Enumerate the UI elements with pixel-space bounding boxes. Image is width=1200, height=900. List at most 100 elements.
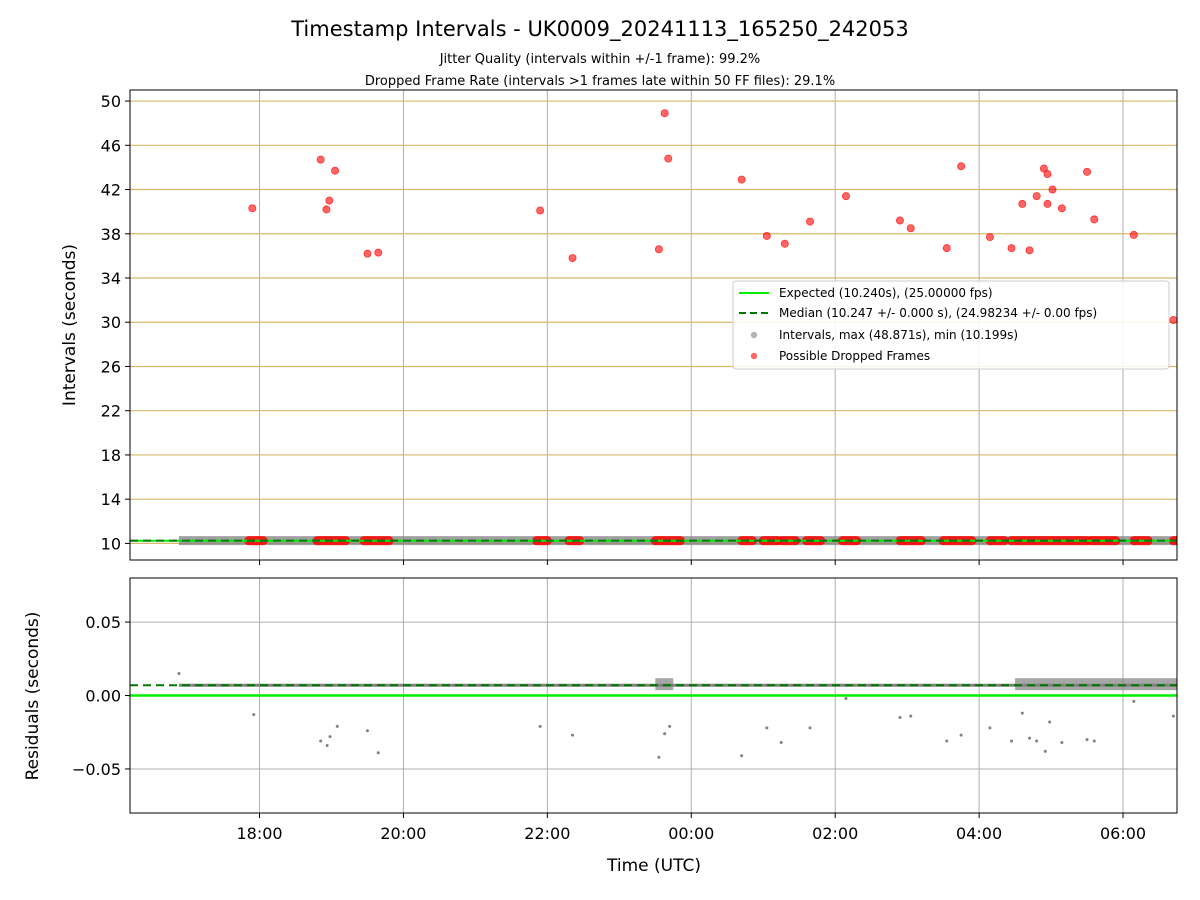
dropped-frame-point (664, 154, 673, 163)
residual-outlier-point (1092, 739, 1096, 743)
dropped-frame-point (780, 239, 789, 248)
dropped-frame-point (1057, 204, 1066, 213)
dropped-frame-point (1007, 244, 1016, 253)
residual-outlier-point (898, 716, 902, 720)
top-y-tick-label: 38 (101, 225, 121, 244)
top-y-tick-label: 18 (101, 446, 121, 465)
dropped-frame-point (654, 245, 663, 254)
bottom-y-tick-label: −0.05 (72, 760, 121, 779)
legend-box (732, 280, 1170, 370)
x-axis-label: Time (UTC) (606, 856, 701, 876)
legend: Expected (10.240s), (25.00000 fps) Median… (732, 280, 1170, 370)
dropped-frame-point (1018, 199, 1027, 208)
dropped-frame-point (536, 206, 545, 215)
x-tick-label: 02:00 (812, 824, 858, 843)
chart-subtitle-jitter: Jitter Quality (intervals within +/-1 fr… (439, 52, 761, 67)
dropped-frame-point (841, 192, 850, 201)
dropped-frame-point (248, 204, 257, 213)
x-tick-label: 06:00 (1100, 824, 1146, 843)
top-y-tick-label: 46 (101, 136, 121, 155)
dropped-frame-point (1025, 246, 1034, 255)
residual-outlier-point (988, 726, 992, 730)
dropped-frame-point (1129, 230, 1138, 239)
residual-outlier-point (663, 732, 667, 736)
residual-outlier-point (808, 726, 812, 730)
residual-outlier-point (765, 726, 769, 730)
dropped-frame-point (1083, 167, 1092, 176)
top-y-tick-label: 42 (101, 181, 121, 200)
top-y-tick-label: 10 (101, 534, 121, 553)
residual-outlier-point (365, 729, 369, 733)
residual-outlier-point (1132, 699, 1136, 703)
residual-outlier-point (1020, 711, 1024, 715)
dropped-frame-point (1032, 192, 1041, 201)
x-tick-label: 04:00 (956, 824, 1002, 843)
dropped-frame-point (1043, 170, 1052, 179)
dropped-frame-point (325, 196, 334, 205)
x-tick-label: 00:00 (668, 824, 714, 843)
top-y-tick-label: 34 (101, 269, 121, 288)
dropped-frame-point (906, 224, 915, 233)
residual-outlier-point (1085, 738, 1089, 742)
residual-outlier-point (1048, 720, 1052, 724)
dropped-frame-point (1169, 316, 1177, 325)
top-y-tick-label: 22 (101, 402, 121, 421)
residual-outlier-point (376, 751, 380, 755)
bottom-y-tick-label: 0.00 (85, 687, 121, 706)
legend-dropped: Possible Dropped Frames (779, 349, 930, 363)
residual-outlier-point (945, 739, 949, 743)
dropped-frame-point (316, 155, 325, 164)
residuals-panel: −0.05 0.00 0.05 18:00 20:00 22:00 00:00 02:00 04… (72, 577, 1178, 843)
residual-outlier-point (959, 733, 963, 737)
dropped-frame-point (806, 217, 815, 226)
dropped-frame-point (568, 254, 577, 263)
top-y-tick-label: 50 (101, 92, 121, 111)
dropped-frame-point (322, 205, 331, 214)
dropped-frame-point (660, 109, 669, 118)
residual-outlier-point (538, 724, 542, 728)
top-y-axis-label: Intervals (seconds) (60, 244, 80, 406)
residuals-plot-area (130, 578, 1177, 813)
dropped-frame-point (957, 162, 966, 171)
legend-median: Median (10.247 +/- 0.000 s), (24.98234 +… (779, 306, 1097, 320)
residual-outlier-point (335, 724, 339, 728)
chart-subtitle-dropped: Dropped Frame Rate (intervals >1 frames … (365, 74, 835, 89)
top-y-tick-label: 30 (101, 313, 121, 332)
legend-intervals: Intervals, max (48.871s), min (10.199s) (779, 328, 1018, 342)
residual-outlier-point (319, 739, 323, 743)
residual-outlier-point (325, 743, 329, 747)
legend-dropped-swatch (750, 352, 758, 360)
dropped-frame-point (895, 216, 904, 225)
dropped-frame-point (331, 166, 340, 175)
residual-outlier-point (1060, 741, 1064, 744)
x-tick-label: 18:00 (236, 824, 282, 843)
dropped-frame-point (942, 244, 951, 253)
residual-outlier-point (668, 724, 672, 728)
top-plot-frame (129, 89, 1178, 561)
legend-expected: Expected (10.240s), (25.00000 fps) (779, 286, 993, 300)
residual-outlier-point (328, 735, 332, 739)
residual-outlier-point (657, 755, 661, 759)
dropped-frame-point (374, 248, 383, 257)
dropped-frame-point (985, 233, 994, 242)
residual-outlier-point (740, 754, 744, 758)
residual-outlier-point (779, 741, 783, 744)
bottom-y-axis-label: Residuals (seconds) (23, 612, 43, 781)
intervals-plot-area (130, 90, 1177, 560)
residual-outlier-point (844, 696, 848, 700)
top-y-tick-label: 14 (101, 490, 121, 509)
residual-outlier-point (1009, 739, 1013, 743)
residual-outlier-point (1043, 749, 1047, 753)
dropped-frame-point (762, 231, 771, 240)
dropped-frame-point (1043, 199, 1052, 208)
residual-outlier-point (909, 714, 913, 718)
x-tick-label: 20:00 (380, 824, 426, 843)
dropped-frame-point (737, 175, 746, 184)
residual-outlier-point (1027, 736, 1031, 740)
dropped-frame-point (363, 249, 372, 258)
legend-intervals-swatch (750, 331, 758, 339)
residual-outlier-point (177, 671, 181, 675)
residual-outlier-point (571, 733, 575, 737)
x-tick-label: 22:00 (524, 824, 570, 843)
